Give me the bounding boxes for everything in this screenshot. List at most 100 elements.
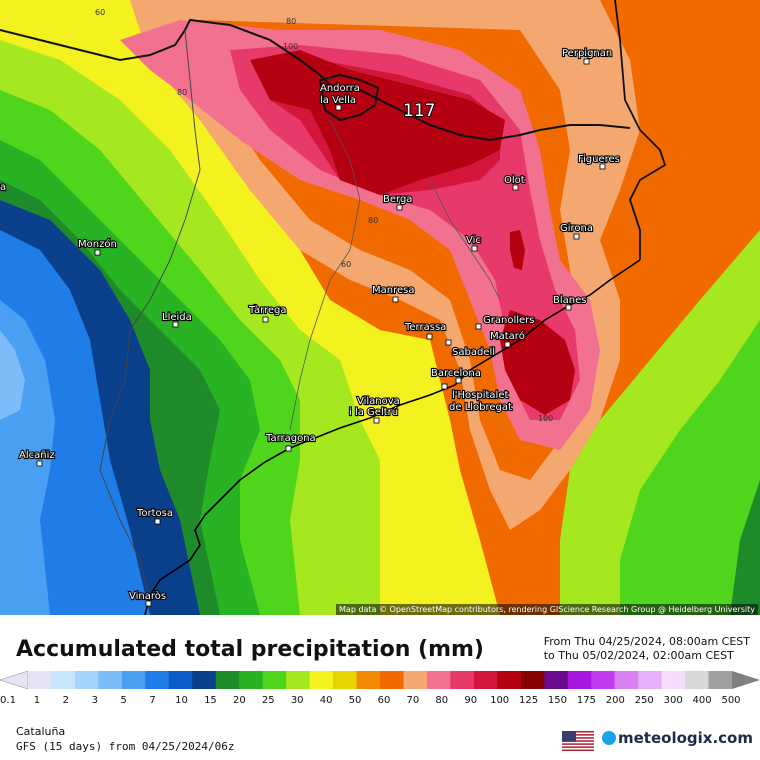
border-france-east (614, 0, 667, 260)
border-province (289, 119, 361, 431)
color-scale-arrow-left (0, 671, 29, 689)
city-vinaros[interactable]: Vinaròs (128, 589, 167, 607)
color-scale-swatch (28, 671, 52, 689)
city-vic[interactable]: Vic (465, 234, 482, 252)
city-figueres[interactable]: Figueres (577, 153, 621, 170)
city-lleida[interactable]: Lleida (161, 311, 193, 328)
period-to: to Thu 05/02/2024, 02:00am CEST (543, 649, 734, 662)
color-scale-swatch (685, 671, 710, 689)
city-marker (426, 333, 433, 340)
color-scale-tick-label: 40 (319, 695, 333, 706)
city-blanes[interactable]: Blanes (552, 294, 588, 311)
color-scale-swatch (473, 671, 498, 689)
city-terrassa[interactable]: Terrassa (403, 321, 447, 340)
city-hospitalet[interactable]: l'Hospitalet de Llobregat (441, 383, 513, 414)
color-scale-tick-label: 100 (490, 695, 510, 706)
city-marker (471, 245, 478, 252)
color-scale-swatch (567, 671, 592, 689)
city-marker (573, 233, 580, 240)
color-scale-swatch (544, 671, 569, 689)
legend-footer: Accumulated total precipitation (mm) Fro… (0, 615, 760, 760)
color-scale-tick-label: 2 (62, 695, 70, 706)
color-scale-tick-label: 400 (692, 695, 712, 706)
contour-label: 100 (538, 414, 553, 423)
city-tortosa[interactable]: Tortosa (135, 507, 174, 525)
city-label: Andorra (320, 83, 360, 94)
city-marker (512, 184, 519, 191)
city-olot[interactable]: Olot (503, 174, 526, 191)
city-andorra-la-vella[interactable]: Andorra la Vella (319, 82, 361, 111)
contour-label: 100 (283, 42, 298, 51)
map-attribution[interactable]: Map data © OpenStreetMap contributors, r… (336, 604, 758, 615)
color-scale-swatch (51, 671, 76, 689)
city-girona[interactable]: Girona (559, 222, 594, 240)
city-label: Lleida (162, 312, 192, 323)
color-scale-tick-label: 20 (232, 695, 246, 706)
city-perpignan[interactable]: Perpignan (561, 47, 613, 65)
city-marker (455, 377, 462, 384)
city-marker (262, 316, 269, 323)
city-tarrega[interactable]: Tàrrega (247, 303, 288, 323)
color-scale-swatch (497, 671, 522, 689)
us-flag-icon[interactable] (562, 731, 594, 751)
color-scale-tick-label: 175 (576, 695, 596, 706)
city-marker (94, 249, 101, 256)
city-marker (154, 518, 161, 525)
city-vilanova-i-la-geltru[interactable]: Vilanova i la Geltrú (348, 395, 401, 424)
band-green-east (620, 320, 760, 615)
city-label: Perpignan (562, 48, 612, 59)
city-monzon[interactable]: Monzón (77, 237, 118, 256)
city-alcaniz[interactable]: Alcañiz (18, 449, 56, 467)
color-scale-swatch (591, 671, 616, 689)
color-scale-swatch (145, 671, 170, 689)
city-label: Vic (466, 235, 481, 246)
period-from: From Thu 04/25/2024, 08:00am CEST (543, 635, 750, 648)
color-scale-arrow-right (732, 671, 760, 689)
city-berga[interactable]: Berga (382, 193, 414, 211)
border-andorra (318, 73, 380, 122)
model-run: GFS (15 days) from 04/25/2024/06z (16, 740, 235, 753)
city-granollers[interactable]: Granollers (475, 314, 536, 330)
precipitation-map[interactable]: 60 80 100 80 80 60 100 117 Perpignan And… (0, 0, 760, 615)
city-mataro[interactable]: Mataró (489, 329, 526, 348)
city-marker (504, 341, 511, 348)
brand-globe-icon (602, 731, 616, 745)
city-label: de Llobregat (449, 402, 512, 413)
city-marker (396, 204, 403, 211)
city-label: Vinaròs (129, 590, 166, 602)
city-marker (441, 383, 448, 390)
city-tarragona[interactable]: Tarragona (264, 432, 317, 452)
contour-label: 60 (95, 8, 105, 17)
city-label: la Vella (320, 95, 356, 106)
city-marker (373, 417, 380, 424)
color-scale-tick-label: 150 (547, 695, 568, 706)
city-marker (285, 445, 292, 452)
color-scale-tick-label: 10 (175, 695, 188, 706)
city-label: l'Hospitalet (452, 390, 508, 401)
max-precip-label: 117 (403, 101, 435, 121)
color-scale-tick-label: 5 (120, 695, 127, 706)
city-manresa[interactable]: Manresa (371, 284, 416, 303)
city-label: Berga (383, 194, 412, 205)
brand-logo[interactable]: meteologix.com (602, 729, 753, 747)
city-label: Tàrrega (248, 304, 287, 316)
color-scale-swatch (426, 671, 451, 689)
contour-label: 80 (177, 88, 187, 97)
color-scale-swatch (192, 671, 217, 689)
color-scale-tick-label: 300 (663, 695, 683, 706)
color-scale-swatch (215, 671, 240, 689)
city-barcelona[interactable]: Barcelona (430, 367, 482, 384)
color-scale-swatch (708, 671, 733, 689)
color-scale-tick-label: 250 (634, 695, 654, 706)
band-crimson-vic (510, 230, 525, 270)
city-marker (36, 460, 43, 467)
border-france (0, 18, 631, 142)
color-scale-swatch (520, 671, 545, 689)
color-scale-tick-label: 1 (33, 695, 41, 706)
color-scale-swatch (98, 671, 123, 689)
city-label-partial: a (0, 182, 6, 193)
contour-label: 80 (368, 216, 378, 225)
city-sabadell[interactable]: Sabadell (445, 339, 496, 359)
city-label: Barcelona (431, 368, 481, 379)
color-scale-tick-label: 7 (149, 695, 156, 706)
